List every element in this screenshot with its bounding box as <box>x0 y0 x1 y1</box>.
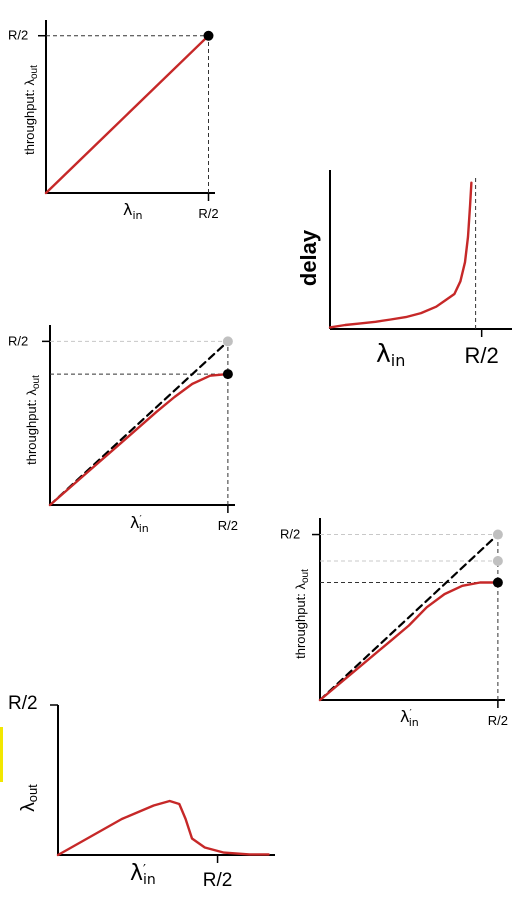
y-axis-label: throughput: λout <box>293 569 311 659</box>
y-tick-label: R/2 <box>8 693 38 714</box>
chart-c2: R/2 λin delay <box>296 170 512 370</box>
x-tick-label: R/2 <box>488 713 508 728</box>
data-point <box>492 529 503 540</box>
x-tick-label: R/2 <box>218 518 238 533</box>
ideal-line <box>318 533 499 702</box>
chart-c3: R/2 R/2 λ′ in throughput: λout <box>8 325 238 535</box>
y-axis-label: throughput: λout <box>22 65 40 155</box>
x-axis-label: λ′ in <box>130 861 156 888</box>
highlight-marker <box>0 727 3 782</box>
x-tick-label: R/2 <box>465 343 499 368</box>
x-tick-label: R/2 <box>203 870 233 891</box>
x-axis-label: λin <box>123 200 143 222</box>
throughput-curve <box>318 581 500 702</box>
throughput-curve <box>44 34 210 195</box>
chart-c1: R/2 R/2 λin throughput: λout <box>8 20 219 222</box>
data-point <box>492 577 503 588</box>
throughput-curve <box>328 181 473 329</box>
y-tick-label: R/2 <box>8 28 28 43</box>
x-axis-label: λ′ in <box>400 707 419 729</box>
y-axis-label: λout <box>18 784 40 812</box>
throughput-curve <box>56 799 270 857</box>
chart-c4: R/2 R/2 λ′ in throughput: λout <box>280 518 508 729</box>
chart-c5: R/2 R/2 λ′ in λout <box>8 693 275 891</box>
y-axis-label: delay <box>296 229 321 286</box>
x-axis-label: λin <box>376 339 405 370</box>
x-tick-label: R/2 <box>198 206 218 221</box>
y-tick-label: R/2 <box>8 333 28 348</box>
data-point <box>222 369 233 380</box>
x-axis-label: λ′ in <box>130 513 149 535</box>
data-point <box>492 556 503 567</box>
y-tick-label: R/2 <box>280 527 300 542</box>
y-axis-label: throughput: λout <box>24 375 42 465</box>
data-point <box>203 30 214 41</box>
throughput-curve <box>48 372 230 507</box>
data-point <box>222 336 233 347</box>
